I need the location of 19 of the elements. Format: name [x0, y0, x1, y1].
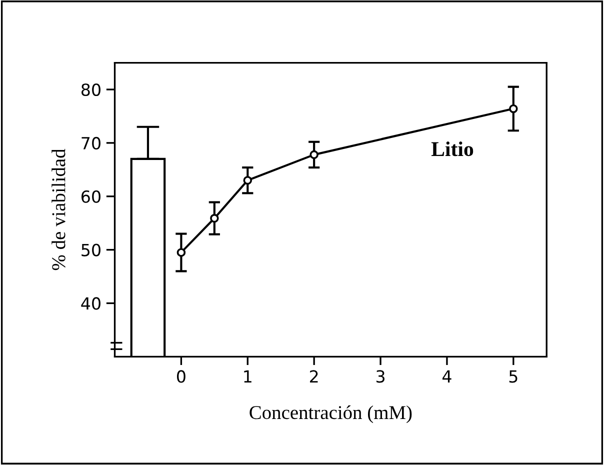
x-tick-label: 5 — [509, 370, 518, 383]
y-axis-title: % de viabilidad — [52, 148, 66, 270]
y-tick-label: 70 — [82, 136, 100, 150]
x-tick-label: 2 — [310, 370, 318, 383]
y-tick-label: 50 — [82, 244, 100, 256]
x-tick-label: 1 — [244, 370, 252, 383]
point — [243, 176, 252, 185]
point — [310, 150, 318, 160]
x-tick-label: 3 — [376, 370, 384, 383]
x-tick-label: 0 — [176, 370, 186, 383]
point — [210, 214, 219, 223]
x-axis-title: Concentración (mM) — [250, 405, 412, 424]
y-tick-label: 80 — [81, 83, 100, 96]
annotation: Litio — [431, 141, 474, 156]
y-tick-label: 40 — [81, 297, 100, 310]
point — [509, 104, 518, 114]
y-tick-label: 60 — [82, 190, 100, 203]
x-tick-label: 4 — [442, 370, 452, 383]
point — [176, 248, 186, 257]
